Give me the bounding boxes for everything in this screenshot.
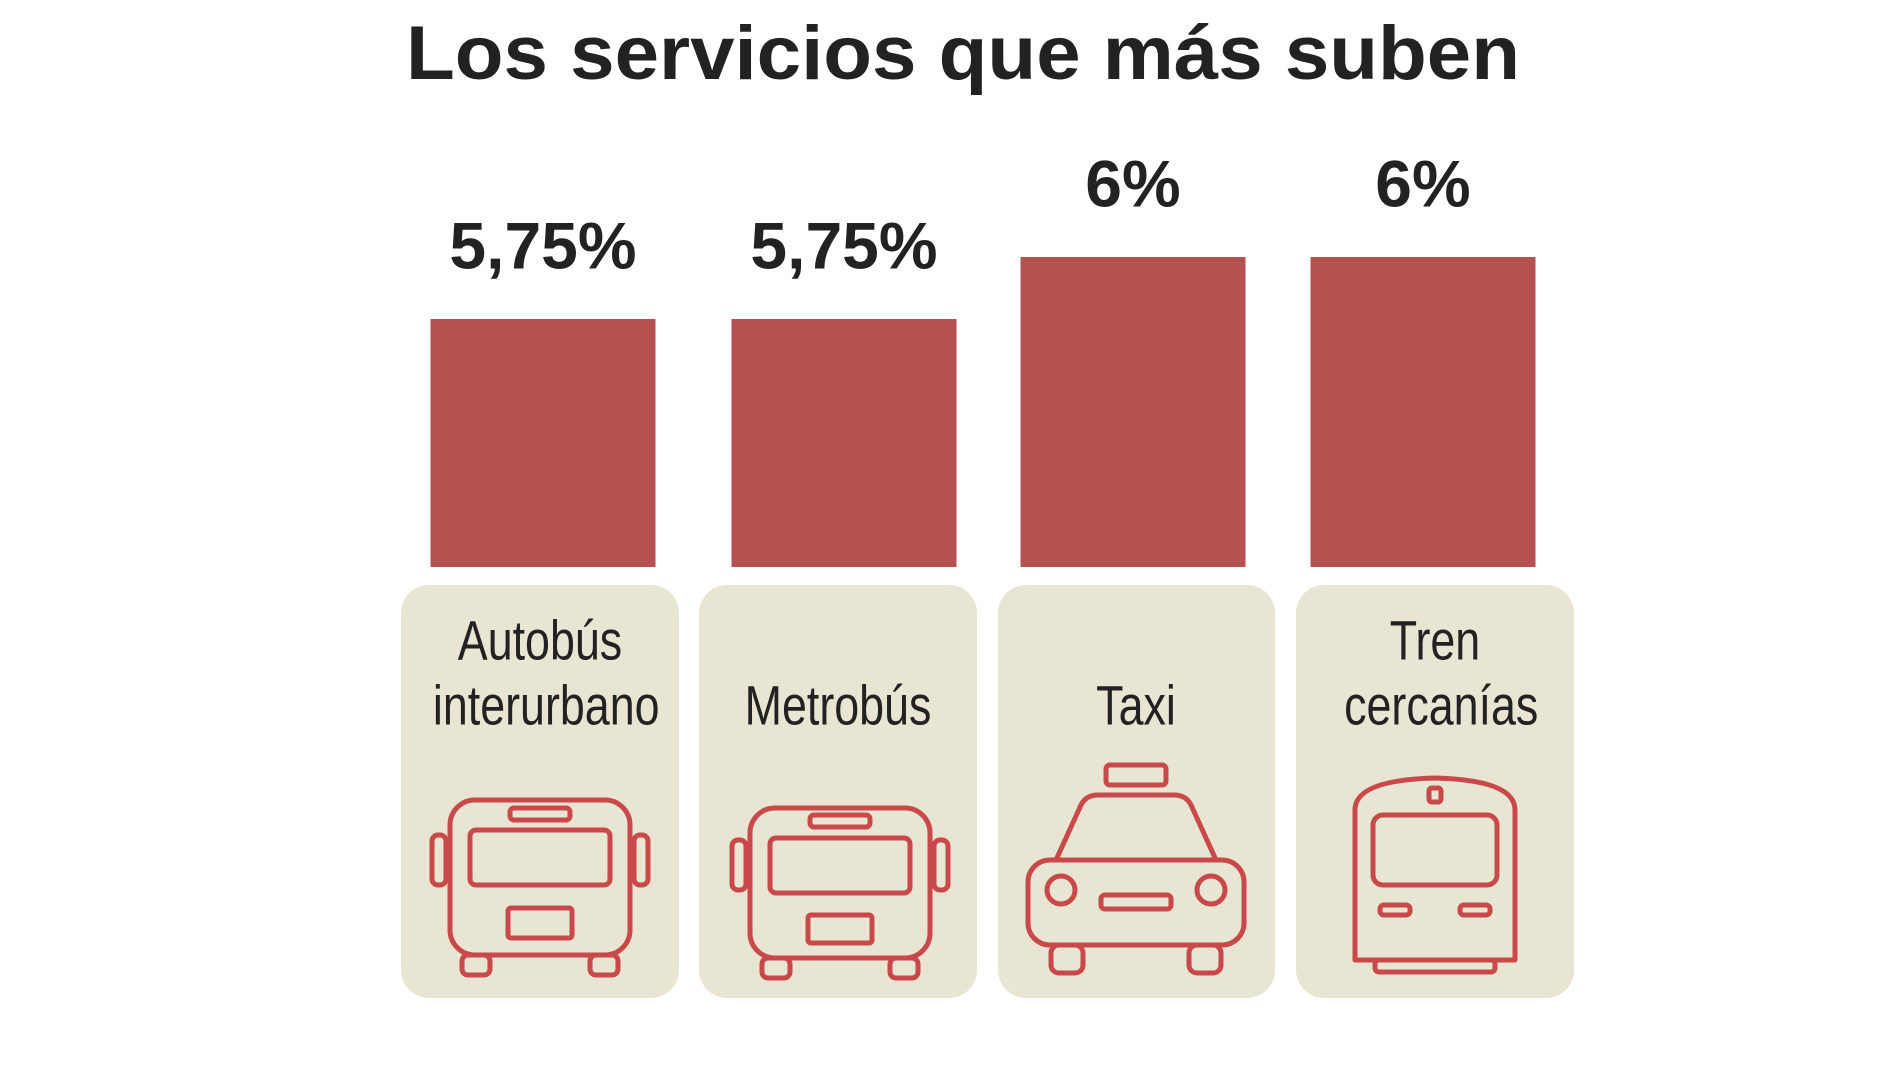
bar — [1020, 257, 1246, 567]
category-label: Autobús interurbano — [420, 609, 659, 737]
panel — [998, 585, 1275, 998]
bar — [731, 319, 957, 567]
panel — [1296, 585, 1574, 998]
bus-icon — [429, 797, 651, 978]
category-label: Metrobús — [745, 674, 932, 737]
taxi-icon — [1025, 762, 1247, 976]
value-label: 6% — [1085, 146, 1180, 220]
panel — [699, 585, 977, 998]
panel — [401, 585, 679, 998]
train-icon — [1352, 775, 1518, 975]
category-label: Tren cercanías — [1332, 609, 1539, 737]
bar — [430, 319, 656, 567]
value-label: 5,75% — [750, 208, 937, 282]
bus-icon — [729, 805, 951, 981]
chart-title: Los servicios que más suben — [406, 11, 1520, 96]
value-label: 6% — [1375, 146, 1470, 220]
value-label: 5,75% — [449, 208, 636, 282]
category-label: Taxi — [1096, 674, 1176, 737]
bar — [1310, 257, 1536, 567]
